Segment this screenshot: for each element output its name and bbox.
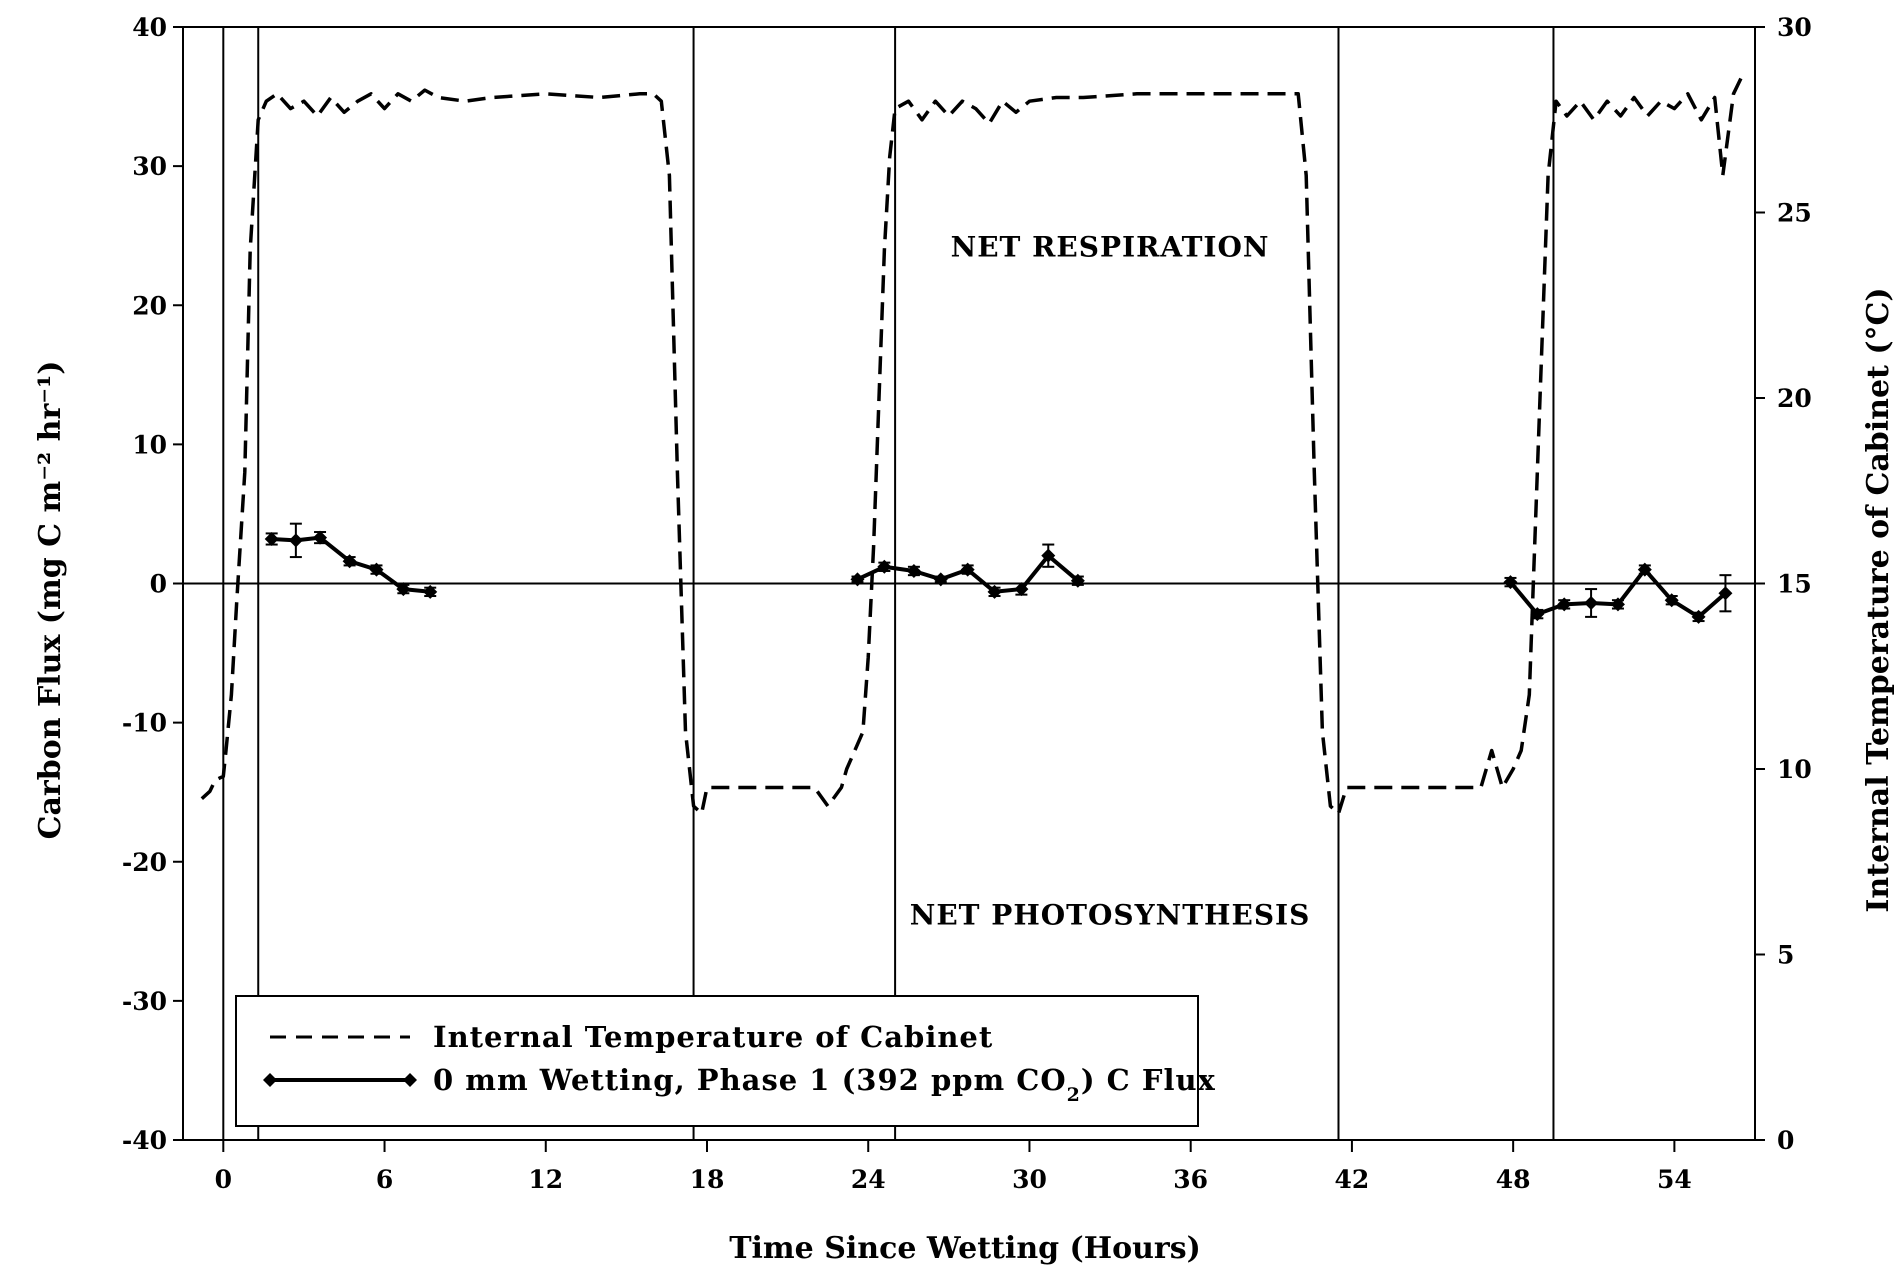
series-line-temperature	[200, 70, 1746, 816]
flux-point-20	[1610, 597, 1625, 612]
legend-marker-left	[263, 1073, 277, 1087]
flux-point-9	[906, 563, 921, 578]
annotation-net-photosynthesis: NET PHOTOSYNTHESIS	[910, 898, 1311, 931]
y2-tick-label-1: 5	[1777, 941, 1794, 970]
flux-point-4	[369, 562, 384, 577]
y2-tick-label-0: 0	[1777, 1126, 1794, 1155]
x-tick-label-8: 48	[1496, 1165, 1531, 1194]
x-tick-label-9: 54	[1657, 1165, 1692, 1194]
annotation-net-respiration: NET RESPIRATION	[951, 231, 1270, 264]
x-axis-title: Time Since Wetting (Hours)	[729, 1231, 1201, 1266]
flux-point-17	[1530, 607, 1545, 622]
flux-point-16	[1503, 575, 1518, 590]
flux-point-3	[342, 554, 357, 569]
y-tick-label-3: -10	[122, 709, 167, 738]
y-tick-label-4: 0	[150, 570, 167, 599]
flux-point-0	[264, 531, 279, 546]
x-tick-label-5: 30	[1012, 1165, 1047, 1194]
flux-point-24	[1718, 586, 1733, 601]
flux-point-14	[1041, 548, 1056, 563]
y-axis-title-right: Internal Temperature of Cabinet (°C)	[1861, 287, 1896, 912]
y-tick-label-1: -30	[122, 987, 167, 1016]
legend: Internal Temperature of Cabinet 0 mm Wet…	[235, 995, 1216, 1127]
x-tick-label-7: 42	[1335, 1165, 1370, 1194]
y-tick-label-7: 30	[132, 152, 167, 181]
flux-point-1	[288, 533, 303, 548]
x-tick-label-1: 6	[376, 1165, 393, 1194]
legend-marker-right	[403, 1073, 417, 1087]
flux-point-13	[1014, 582, 1029, 597]
flux-point-22	[1664, 593, 1679, 608]
y-tick-label-5: 10	[132, 430, 167, 459]
x-tick-label-6: 36	[1173, 1165, 1208, 1194]
y2-tick-label-6: 30	[1777, 13, 1812, 42]
y2-tick-label-3: 15	[1777, 570, 1812, 599]
flux-point-6	[423, 584, 438, 599]
y-tick-label-6: 20	[132, 291, 167, 320]
x-tick-label-0: 0	[215, 1165, 232, 1194]
y-tick-label-2: -20	[122, 848, 167, 877]
y-tick-label-8: 40	[132, 13, 167, 42]
flux-point-5	[396, 582, 411, 597]
flux-point-18	[1557, 597, 1572, 612]
x-tick-label-2: 12	[528, 1165, 563, 1194]
flux-point-8	[877, 559, 892, 574]
flux-point-21	[1637, 562, 1652, 577]
y2-tick-label-4: 20	[1777, 384, 1812, 413]
flux-point-19	[1584, 595, 1599, 610]
y2-tick-label-2: 10	[1777, 755, 1812, 784]
legend-box	[235, 995, 1199, 1127]
y-tick-label-0: -40	[122, 1126, 167, 1155]
flux-point-11	[960, 562, 975, 577]
x-tick-label-4: 24	[851, 1165, 886, 1194]
legend-label-flux: 0 mm Wetting, Phase 1 (392 ppm CO2) C Fl…	[433, 1063, 1216, 1106]
x-tick-label-3: 18	[690, 1165, 725, 1194]
flux-point-12	[987, 584, 1002, 599]
y2-tick-label-5: 25	[1777, 199, 1812, 228]
legend-label-temperature: Internal Temperature of Cabinet	[433, 1020, 993, 1054]
flux-point-2	[313, 530, 328, 545]
flux-point-23	[1691, 609, 1706, 624]
y-axis-title-left: Carbon Flux (mg C m⁻² hr⁻¹)	[33, 361, 68, 840]
